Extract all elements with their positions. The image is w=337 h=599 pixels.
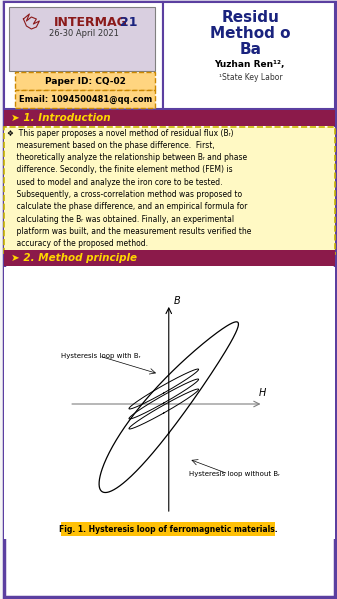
Text: ➤ 2. Method principle: ➤ 2. Method principle <box>11 253 137 263</box>
Bar <box>3 2 163 109</box>
FancyBboxPatch shape <box>3 2 335 597</box>
Bar <box>163 2 335 109</box>
Text: H: H <box>258 388 266 398</box>
Text: Yuzhan Ren¹²,: Yuzhan Ren¹², <box>214 60 287 69</box>
FancyBboxPatch shape <box>16 72 155 90</box>
Text: calculate the phase difference, and an empirical formula for: calculate the phase difference, and an e… <box>7 202 248 211</box>
Text: difference. Secondly, the finite element method (FEM) is: difference. Secondly, the finite element… <box>7 165 233 174</box>
FancyBboxPatch shape <box>16 90 155 108</box>
Text: Hysteresis loop with Bᵣ: Hysteresis loop with Bᵣ <box>61 353 141 359</box>
Text: Hysteresis loop without Bᵣ: Hysteresis loop without Bᵣ <box>189 471 280 477</box>
Text: Fig. 1. Hysteresis loop of ferromagnetic materials.: Fig. 1. Hysteresis loop of ferromagnetic… <box>59 525 278 534</box>
Text: Paper ID: CQ-02: Paper ID: CQ-02 <box>45 77 126 86</box>
Text: Ba: Ba <box>239 41 262 56</box>
Text: INTERMAG: INTERMAG <box>54 16 128 29</box>
Text: ➤ 1. Introduction: ➤ 1. Introduction <box>11 113 111 123</box>
Bar <box>61 522 275 536</box>
Text: Email: 1094500481@qq.com: Email: 1094500481@qq.com <box>19 95 152 104</box>
Text: calculating the Bᵣ was obtained. Finally, an experimental: calculating the Bᵣ was obtained. Finally… <box>7 214 235 223</box>
Text: Subsequently, a cross-correlation method was proposed to: Subsequently, a cross-correlation method… <box>7 190 243 199</box>
Text: B: B <box>174 296 181 306</box>
Bar <box>3 267 335 539</box>
Text: 26-30 April 2021: 26-30 April 2021 <box>49 29 119 38</box>
Text: measurement based on the phase difference.  First,: measurement based on the phase differenc… <box>7 141 215 150</box>
Text: accuracy of the proposed method.: accuracy of the proposed method. <box>7 239 149 248</box>
Bar <box>3 110 335 126</box>
Text: Residu: Residu <box>221 10 279 25</box>
Text: ¹State Key Labor: ¹State Key Labor <box>219 72 282 81</box>
Text: platform was built, and the measurement results verified the: platform was built, and the measurement … <box>7 227 252 236</box>
Text: used to model and analyze the iron core to be tested.: used to model and analyze the iron core … <box>7 178 223 187</box>
Text: theoretically analyze the relationship between Bᵣ and phase: theoretically analyze the relationship b… <box>7 153 248 162</box>
FancyBboxPatch shape <box>9 7 155 71</box>
FancyBboxPatch shape <box>3 127 335 254</box>
Text: Method o: Method o <box>210 26 290 41</box>
Text: 21: 21 <box>120 16 138 29</box>
Text: ❖  This paper proposes a novel method of residual flux (Bᵣ): ❖ This paper proposes a novel method of … <box>7 129 234 138</box>
Bar <box>3 250 335 266</box>
